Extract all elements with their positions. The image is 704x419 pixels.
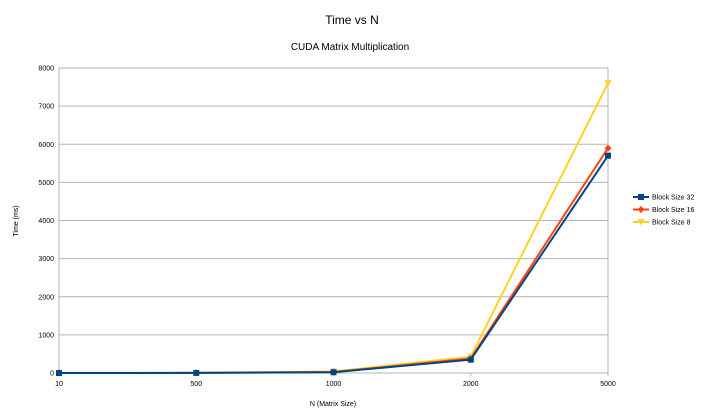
legend-label: Block Size 16 <box>652 207 695 214</box>
x-axis-label: N (Matrix Size) <box>310 401 356 408</box>
legend: Block Size 32 Block Size 16 Block Size 8 <box>633 194 695 227</box>
y-tick-label: 4000 <box>38 218 54 225</box>
y-tick-label: 2000 <box>38 294 54 301</box>
legend-label: Block Size 32 <box>652 195 695 202</box>
legend-marker <box>638 194 644 200</box>
x-tick-label: 1000 <box>326 381 342 388</box>
data-point <box>604 144 612 152</box>
plot-area: 0 1000 2000 3000 4000 5000 6000 7000 8000 10 500 10… <box>38 66 615 389</box>
series-line <box>58 147 609 374</box>
data-point <box>193 369 200 376</box>
legend-label: Block Size 8 <box>652 220 691 227</box>
y-tick-label: 8000 <box>38 66 54 73</box>
x-tick-label: 500 <box>190 381 202 388</box>
chart-subtitle: CUDA Matrix Multiplication <box>291 42 409 53</box>
data-point <box>604 80 612 87</box>
data-point <box>56 370 62 376</box>
y-tick-label: 3000 <box>38 256 54 263</box>
chart-title: Time vs N <box>325 13 379 27</box>
data-point <box>330 369 337 376</box>
y-tick-label: 1000 <box>38 332 54 339</box>
y-tick-label: 7000 <box>38 104 54 111</box>
y-tick-label: 6000 <box>38 142 54 149</box>
x-tick-label: 5000 <box>600 381 616 388</box>
data-point <box>605 152 611 159</box>
x-tick-label: 10 <box>55 381 63 388</box>
y-tick-label: 5000 <box>38 180 54 187</box>
series-line <box>58 155 609 374</box>
x-tick-label: 2000 <box>463 381 479 388</box>
y-axis-label: Time (ms) <box>13 205 20 236</box>
legend-marker <box>637 219 645 226</box>
legend-marker <box>637 206 645 213</box>
data-point <box>467 356 474 363</box>
series-line <box>58 82 609 374</box>
y-tick-label: 0 <box>50 371 54 378</box>
